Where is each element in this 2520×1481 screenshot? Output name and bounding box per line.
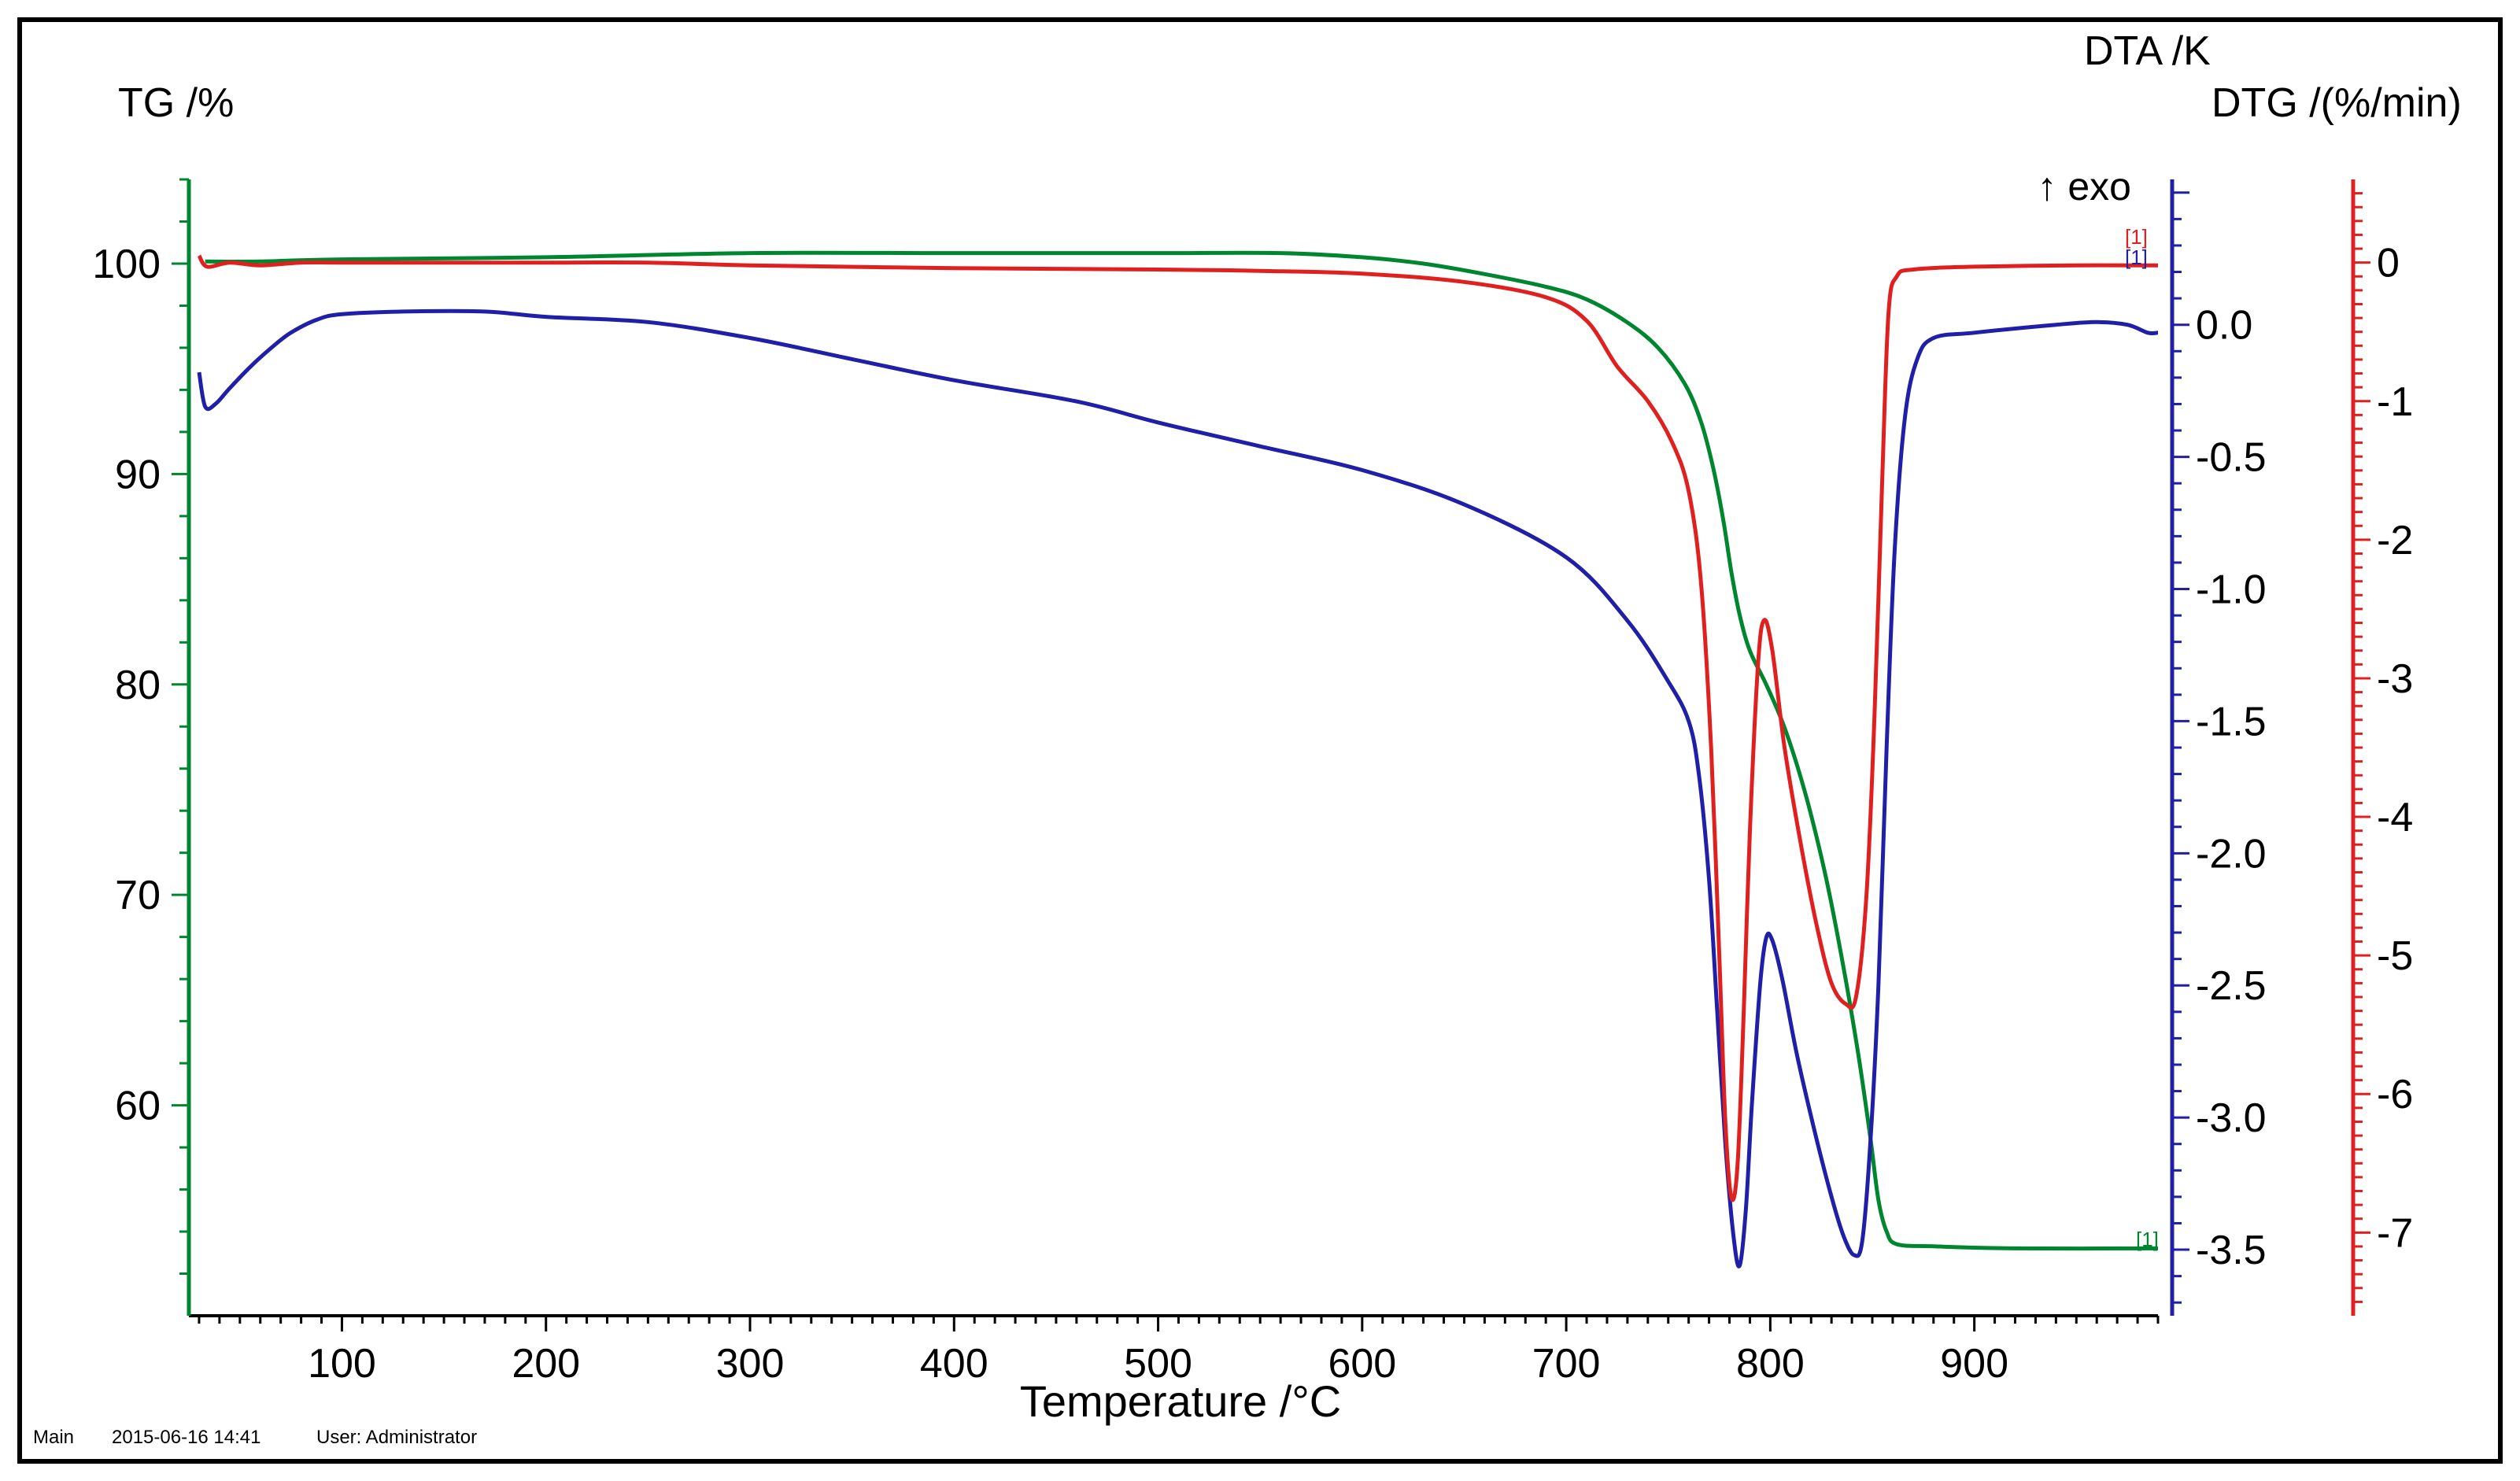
dtg-tick-label: -3 (2377, 656, 2413, 702)
dta-tick-label: -0.5 (2196, 435, 2267, 481)
x-tick-label: 900 (1940, 1341, 2008, 1387)
x-tick-label: 100 (308, 1341, 376, 1387)
dta-axis-title: DTA /K (2084, 28, 2211, 74)
tg-tick-label: 80 (115, 663, 161, 708)
x-axis-title: Temperature /°C (1020, 1376, 1341, 1426)
x-tick-label: 300 (716, 1341, 785, 1387)
chart-frame (17, 17, 2503, 1464)
footer-timestamp: 2015-06-16 14:41 (112, 1427, 261, 1448)
dta-tick-label: -2.5 (2196, 963, 2267, 1009)
dta-tick-label: 0.0 (2196, 303, 2252, 349)
footer-user: User: Administrator (316, 1427, 477, 1448)
dtg-tick-label: -6 (2377, 1072, 2413, 1117)
dtg-tick-label: -7 (2377, 1210, 2413, 1256)
dtg-tick-label: 0 (2377, 241, 2400, 286)
series-tg-line (205, 250, 2159, 1251)
series-dtg-line (197, 254, 2159, 1202)
dtg-tick-label: -4 (2377, 795, 2413, 840)
dta-tick-label: -1.5 (2196, 699, 2267, 744)
footer-segment: Main (33, 1427, 74, 1448)
dta-tick-label: -3.0 (2196, 1095, 2267, 1141)
dtg-tick-label: -2 (2377, 518, 2413, 563)
dta-tick-label: -3.5 (2196, 1228, 2267, 1273)
x-tick-label: 600 (1328, 1341, 1396, 1387)
x-tick-label: 700 (1532, 1341, 1601, 1387)
tg-axis-title: TG /% (118, 80, 234, 126)
x-tick-label: 200 (512, 1341, 580, 1387)
tg-tick-label: 70 (115, 873, 161, 918)
tg-tick-label: 90 (115, 452, 161, 497)
exo-annotation: ↑ exo (2037, 164, 2131, 209)
dtg-curve-marker: [1] (2125, 225, 2148, 249)
dtg-tick-label: -5 (2377, 933, 2413, 979)
series-dta-line (197, 308, 2159, 1269)
x-tick-label: 500 (1124, 1341, 1192, 1387)
tg-tick-label: 60 (115, 1084, 161, 1129)
x-tick-label: 800 (1736, 1341, 1805, 1387)
tg-curve-marker: [1] (2136, 1228, 2159, 1251)
tg-tick-label: 100 (92, 242, 161, 287)
x-tick-label: 400 (920, 1341, 988, 1387)
axes-layer: 100 200 300 400 500 600 700 800 900 60 70 80 90 100 0.… (92, 178, 2413, 1387)
dta-curve-marker: [1] (2125, 246, 2148, 269)
label-layer: TG /% DTA /K DTG /(%/min) ↑ exo Temperat… (33, 28, 2462, 1448)
dtg-axis-title: DTG /(%/min) (2211, 80, 2462, 126)
dta-tick-label: -1.0 (2196, 567, 2267, 613)
series-layer (197, 250, 2159, 1269)
dta-tick-label: -2.0 (2196, 831, 2267, 877)
dtg-tick-label: -1 (2377, 379, 2413, 425)
